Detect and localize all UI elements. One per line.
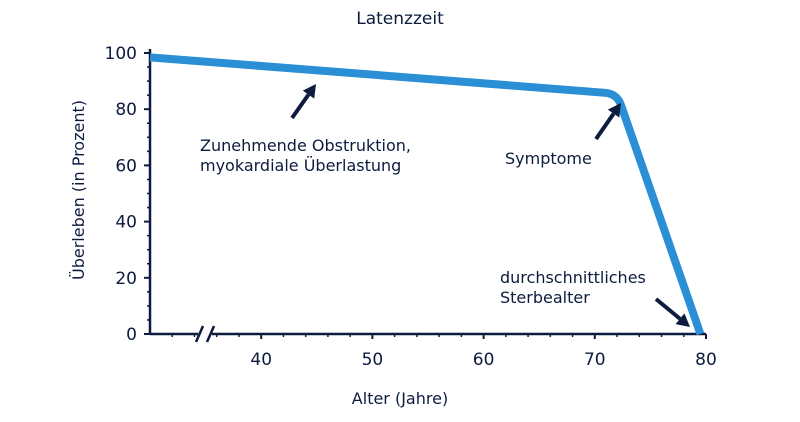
annotation-arrow-head — [675, 313, 690, 327]
x-tick-label: 80 — [695, 350, 717, 370]
series-group — [149, 53, 705, 336]
annotation-arrow-shaft — [594, 112, 616, 141]
y-tick-label: 20 — [115, 269, 137, 289]
x-axis-label: Alter (Jahre) — [352, 389, 448, 408]
axis-break-mark — [194, 325, 205, 343]
y-axis-label: Überleben (in Prozent) — [69, 100, 88, 280]
annotation-text: durchschnittliches — [500, 268, 646, 287]
y-tick-label: 60 — [115, 156, 137, 176]
annotation-arrow-shaft — [290, 93, 311, 120]
annotation-text: Symptome — [505, 149, 592, 168]
annotation-text: Sterbealter — [500, 288, 590, 307]
annotations: Zunehmende Obstruktion,myokardiale Überl… — [200, 84, 690, 327]
axes — [148, 49, 706, 343]
y-tick-label: 40 — [115, 213, 137, 233]
y-tick-label: 80 — [115, 100, 137, 120]
x-tick-label: 70 — [584, 350, 606, 370]
axis-break-mark — [205, 325, 216, 343]
chart-title: Latenzzeit — [356, 9, 444, 29]
annotation: Zunehmende Obstruktion,myokardiale Überl… — [200, 84, 411, 175]
annotation-arrow-shaft — [654, 297, 682, 321]
y-tick-label: 0 — [126, 325, 137, 345]
x-tick-label: 40 — [250, 350, 272, 370]
x-tick-label: 60 — [473, 350, 495, 370]
annotation-arrow-head — [607, 103, 621, 118]
x-tick-label: 50 — [362, 350, 384, 370]
annotation-arrow-head — [302, 84, 316, 99]
y-tick-label: 100 — [105, 44, 137, 64]
annotation-text: Zunehmende Obstruktion, — [200, 136, 411, 155]
tick-labels: 0 20 40 60 80 100 40 50 60 70 80 — [105, 44, 717, 370]
annotation: Symptome — [505, 103, 621, 168]
survival-line — [149, 53, 705, 336]
annotation-text: myokardiale Überlastung — [200, 156, 401, 175]
